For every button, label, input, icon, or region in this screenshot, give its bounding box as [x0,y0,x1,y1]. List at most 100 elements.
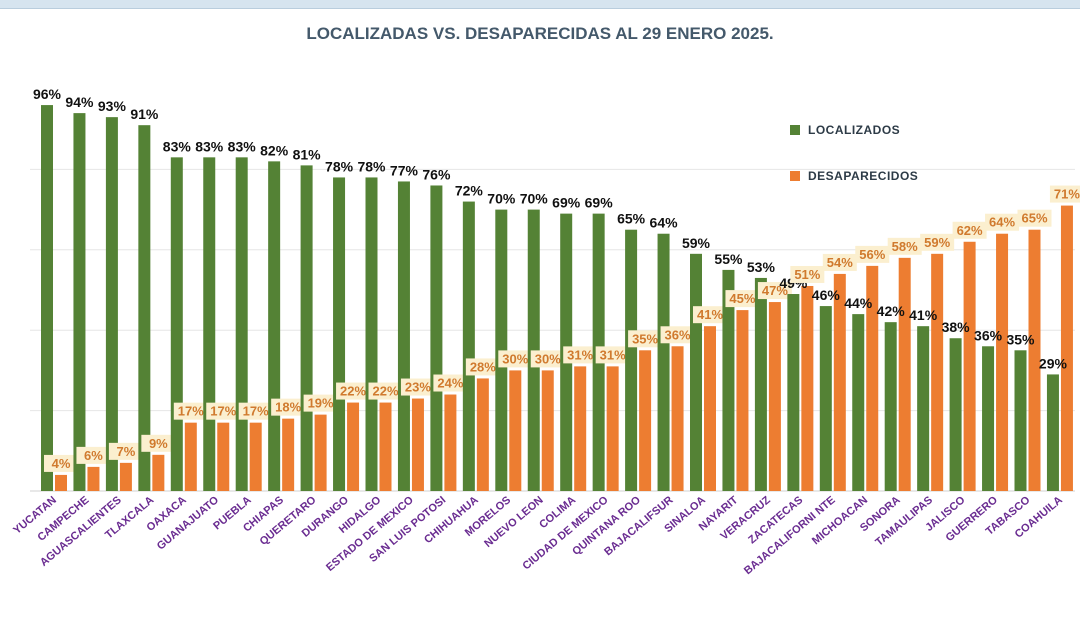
label-localizados: 36% [974,327,1003,343]
bar-localizados [300,165,313,491]
label-desaparecidos: 31% [600,347,626,362]
label-desaparecidos: 35% [632,331,658,346]
bar-localizados [268,161,281,492]
label-box [563,346,598,364]
bar-desaparecidos [282,418,295,491]
bar-localizados [495,209,508,491]
bar-localizados [235,157,248,491]
bar-localizados [41,105,53,491]
label-box [433,374,468,392]
bar-localizados [203,157,216,491]
bar-desaparecidos [347,402,360,491]
bar-desaparecidos [1060,205,1073,491]
bar-desaparecidos [833,273,846,491]
bar-localizados [1046,374,1059,491]
bar-desaparecidos [736,310,749,491]
bar-localizados [170,157,183,491]
label-localizados: 69% [585,195,614,211]
bar-localizados [365,177,378,491]
label-box [465,358,500,376]
bar-desaparecidos [444,394,457,491]
label-desaparecidos: 17% [243,404,269,419]
label-box [206,402,241,420]
bar-localizados [722,269,735,491]
label-localizados: 53% [747,259,776,275]
chart-title: LOCALIZADAS VS. DESAPARECIDAS AL 29 ENER… [306,24,774,43]
label-desaparecidos: 36% [665,327,691,342]
legend-label: DESAPARECIDOS [808,169,919,183]
bar-localizados [852,314,865,491]
bar-desaparecidos [801,285,814,491]
bar-localizados [73,113,86,492]
label-box [271,398,306,416]
bar-desaparecidos [55,474,67,491]
bar-localizados [138,125,151,492]
label-localizados: 91% [130,106,159,122]
legend-item-desaparecidos: DESAPARECIDOS [790,169,918,183]
bar-desaparecidos [574,366,587,491]
label-desaparecidos: 41% [697,307,723,322]
label-box [238,402,273,420]
bar-desaparecidos [963,241,976,491]
bar-desaparecidos [1028,229,1041,491]
label-box [822,253,857,271]
label-localizados: 83% [195,138,224,154]
label-desaparecidos: 22% [340,384,366,399]
label-desaparecidos: 23% [405,380,431,395]
label-desaparecidos: 30% [502,351,528,366]
label-localizados: 76% [422,166,451,182]
legend-label: LOCALIZADOS [808,123,901,137]
label-desaparecidos: 51% [794,267,820,282]
label-desaparecidos: 30% [535,351,561,366]
label-localizados: 93% [98,98,127,114]
bar-localizados [690,253,702,491]
label-desaparecidos: 9% [149,436,168,451]
label-box [303,394,338,412]
bar-desaparecidos [314,414,327,491]
label-localizados: 70% [487,191,516,207]
label-desaparecidos: 59% [924,235,950,250]
bar-localizados [527,209,540,491]
bar-desaparecidos [217,422,230,491]
bar-desaparecidos [768,302,781,491]
label-localizados: 82% [260,142,289,158]
bar-desaparecidos [411,398,424,491]
label-desaparecidos: 71% [1054,187,1080,202]
label-localizados: 46% [812,287,841,303]
label-box [985,213,1020,231]
label-box [595,346,630,364]
label-box [400,378,435,396]
label-box [628,330,663,348]
label-localizados: 81% [293,146,322,162]
label-localizados: 78% [325,158,354,174]
label-desaparecidos: 17% [210,404,236,419]
bar-desaparecidos [87,466,100,491]
label-box [368,382,403,400]
bar-localizados [754,277,767,491]
bar-localizados [787,294,800,491]
bar-localizados [884,322,897,491]
label-localizados: 38% [942,319,971,335]
bar-desaparecidos [184,422,197,491]
label-localizados: 65% [617,211,646,227]
label-box [141,434,176,452]
label-desaparecidos: 28% [470,359,496,374]
label-box [530,350,565,368]
bar-localizados [333,177,346,491]
label-desaparecidos: 4% [52,456,71,471]
bar-localizados [949,338,962,491]
bar-localizados [462,201,475,491]
bar-localizados [625,229,638,491]
bar-desaparecidos [152,454,165,491]
label-box [757,282,792,300]
label-localizados: 59% [682,235,711,251]
bar-desaparecidos [704,326,716,491]
bar-desaparecidos [996,233,1009,491]
bar-desaparecidos [671,346,684,491]
label-desaparecidos: 58% [892,239,918,254]
label-box [920,233,955,251]
label-desaparecidos: 7% [117,444,136,459]
label-desaparecidos: 24% [437,376,463,391]
bar-desaparecidos [379,402,392,491]
